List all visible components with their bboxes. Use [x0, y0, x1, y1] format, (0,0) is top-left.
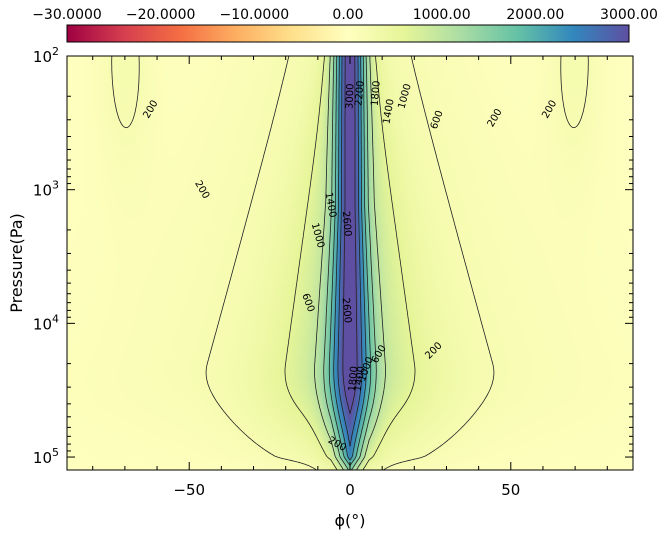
contour-line: [284, 56, 416, 470]
heatmap-image: [67, 56, 633, 470]
colorbar-tick-label: 3000.00: [600, 7, 658, 23]
colorbar: −30.0000 −20.0000 −10.0000 0.00 1000.00 2000.…: [32, 7, 658, 43]
contour-line: [337, 56, 363, 447]
colorbar-tick-label: 0.00: [332, 7, 363, 23]
contour-label: 3000: [345, 83, 357, 109]
contour-line: [333, 56, 367, 461]
colorbar-tick-label: −20.0000: [126, 7, 196, 23]
colorbar-ticks: −30.0000 −20.0000 −10.0000 0.00 1000.00 2000.…: [32, 7, 658, 23]
x-axis: −50 0 50: [92, 56, 608, 499]
colorbar-tick-label: 1000.00: [413, 7, 471, 23]
contour-line: [314, 56, 386, 470]
contour-label: 1400: [353, 365, 368, 392]
colorbar-tick-label: 2000.00: [506, 7, 564, 23]
contour-label: 1800: [347, 366, 360, 392]
x-tick-label: 0: [345, 481, 355, 499]
contour-line: [111, 56, 589, 470]
y-tick-label: 105: [33, 446, 59, 467]
contour-label: 2600: [340, 211, 353, 237]
contour-label: 2200: [354, 80, 367, 106]
contour-label: 2600: [340, 297, 353, 323]
contour-lines: [111, 56, 589, 470]
contour-line: [328, 56, 372, 466]
y-tick-label: 102: [33, 45, 59, 66]
colorbar-tick-label: −10.0000: [220, 7, 290, 23]
y-tick-label: 103: [33, 179, 59, 200]
contour-line: [323, 56, 377, 470]
contour-label: 1800: [370, 80, 383, 106]
colorbar-tick-label: −30.0000: [32, 7, 102, 23]
colorbar-ramp: [66, 24, 630, 43]
x-axis-label: ϕ(°): [334, 511, 365, 530]
contour-label: 1400: [381, 98, 396, 125]
contour-label: 1400: [323, 192, 338, 219]
y-tick-label: 104: [33, 312, 59, 333]
heatmap-field: 200 2002002002002006006006001000100010001…: [67, 56, 633, 470]
contour-line: [342, 56, 358, 414]
y-axis: 102 103 104 105: [33, 45, 633, 467]
x-tick-label: −50: [173, 481, 205, 499]
x-tick-label: 50: [501, 481, 520, 499]
y-axis-label: Pressure(Pa): [7, 213, 26, 313]
